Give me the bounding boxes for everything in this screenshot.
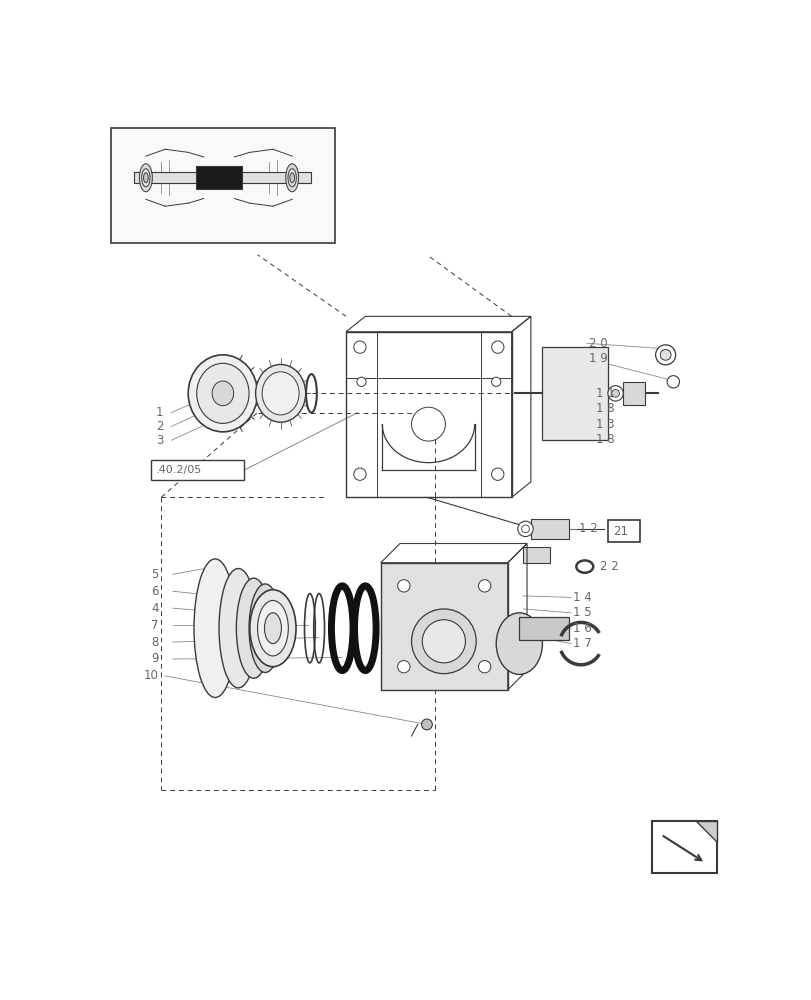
Circle shape [659, 349, 670, 360]
Bar [519, 617, 569, 640]
Ellipse shape [188, 355, 257, 432]
Bar [380, 563, 507, 690]
Circle shape [354, 341, 366, 353]
Text: 2 0: 2 0 [588, 337, 607, 350]
Text: 1 2: 1 2 [579, 522, 598, 535]
Text: 8: 8 [151, 636, 158, 649]
Text: 1 8: 1 8 [595, 402, 614, 415]
Circle shape [478, 661, 490, 673]
Text: 2 2: 2 2 [599, 560, 618, 573]
Bar [530, 519, 569, 539]
Text: 2: 2 [156, 420, 163, 433]
Bar [195, 166, 242, 189]
Circle shape [521, 525, 529, 533]
Circle shape [411, 609, 475, 674]
Circle shape [478, 580, 490, 592]
Ellipse shape [142, 169, 150, 187]
Ellipse shape [196, 363, 249, 423]
Circle shape [422, 620, 465, 663]
Text: 1 1: 1 1 [595, 387, 614, 400]
Ellipse shape [264, 613, 281, 644]
Ellipse shape [257, 600, 288, 656]
Ellipse shape [288, 169, 296, 187]
Text: 1 9: 1 9 [588, 352, 607, 365]
Circle shape [491, 468, 504, 480]
Bar [111, 128, 334, 243]
Text: 21: 21 [612, 525, 628, 538]
Text: 1 7: 1 7 [573, 637, 591, 650]
Ellipse shape [255, 364, 305, 422]
Ellipse shape [249, 584, 281, 672]
Text: 5: 5 [151, 568, 158, 581]
Bar [345, 332, 511, 497]
Circle shape [654, 345, 675, 365]
Text: .40.2/05: .40.2/05 [156, 465, 202, 475]
Text: 1 6: 1 6 [573, 622, 591, 635]
Text: 9: 9 [151, 652, 159, 666]
Ellipse shape [144, 173, 148, 183]
Text: 6: 6 [151, 585, 159, 598]
Circle shape [611, 389, 619, 397]
Text: 7: 7 [151, 619, 159, 632]
Text: 4: 4 [151, 602, 159, 615]
Bar [623, 382, 644, 405]
Ellipse shape [139, 164, 152, 192]
Ellipse shape [262, 372, 298, 415]
Circle shape [354, 468, 366, 480]
Circle shape [411, 407, 445, 441]
Circle shape [491, 341, 504, 353]
Circle shape [517, 521, 533, 537]
Circle shape [397, 661, 410, 673]
Text: 10: 10 [144, 669, 158, 682]
Circle shape [421, 719, 431, 730]
Ellipse shape [194, 559, 236, 698]
Bar [134, 172, 311, 183]
Circle shape [356, 377, 366, 386]
Text: 1 8: 1 8 [595, 433, 614, 446]
Circle shape [397, 580, 410, 592]
Text: 1 5: 1 5 [573, 606, 591, 619]
Ellipse shape [236, 578, 271, 678]
Circle shape [667, 376, 679, 388]
Ellipse shape [219, 569, 257, 688]
Circle shape [607, 386, 623, 401]
Circle shape [491, 377, 500, 386]
Ellipse shape [285, 164, 298, 192]
Text: 3: 3 [156, 434, 163, 447]
Ellipse shape [496, 613, 542, 674]
Bar [607, 520, 639, 542]
Bar [522, 547, 550, 563]
Text: 1: 1 [156, 406, 163, 419]
Bar [542, 347, 607, 440]
Ellipse shape [250, 590, 296, 667]
Text: 1 4: 1 4 [573, 591, 591, 604]
Bar [151, 460, 243, 480]
Bar [651, 821, 716, 873]
Ellipse shape [212, 381, 234, 406]
Polygon shape [696, 821, 716, 842]
Text: 1 3: 1 3 [595, 418, 614, 431]
Ellipse shape [290, 173, 294, 183]
